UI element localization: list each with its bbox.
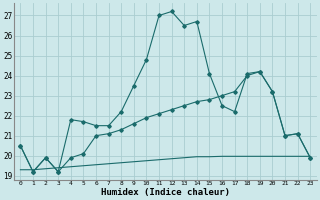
X-axis label: Humidex (Indice chaleur): Humidex (Indice chaleur) — [101, 188, 230, 197]
